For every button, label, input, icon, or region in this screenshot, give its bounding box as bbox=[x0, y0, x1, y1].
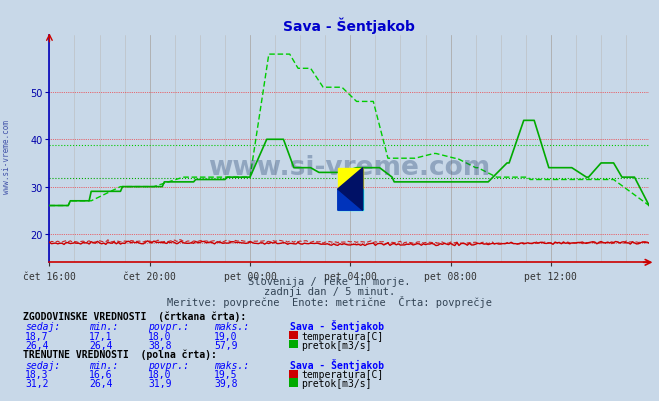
Text: min.:: min.: bbox=[89, 360, 119, 370]
Text: 39,8: 39,8 bbox=[214, 378, 238, 388]
Text: sedaj:: sedaj: bbox=[25, 322, 60, 332]
Text: 18,7: 18,7 bbox=[25, 331, 49, 341]
Text: TRENUTNE VREDNOSTI  (polna črta):: TRENUTNE VREDNOSTI (polna črta): bbox=[23, 348, 217, 359]
Text: zadnji dan / 5 minut.: zadnji dan / 5 minut. bbox=[264, 287, 395, 297]
Text: 17,1: 17,1 bbox=[89, 331, 113, 341]
Text: 26,4: 26,4 bbox=[25, 340, 49, 350]
Text: Meritve: povprečne  Enote: metrične  Črta: povprečje: Meritve: povprečne Enote: metrične Črta:… bbox=[167, 295, 492, 307]
Text: ZGODOVINSKE VREDNOSTI  (črtkana črta):: ZGODOVINSKE VREDNOSTI (črtkana črta): bbox=[23, 310, 246, 321]
Text: pretok[m3/s]: pretok[m3/s] bbox=[301, 378, 372, 388]
Text: 57,9: 57,9 bbox=[214, 340, 238, 350]
Text: povpr.:: povpr.: bbox=[148, 322, 189, 332]
Text: povpr.:: povpr.: bbox=[148, 360, 189, 370]
Text: min.:: min.: bbox=[89, 322, 119, 332]
Text: 19,0: 19,0 bbox=[214, 331, 238, 341]
Text: pretok[m3/s]: pretok[m3/s] bbox=[301, 340, 372, 350]
Text: 26,4: 26,4 bbox=[89, 340, 113, 350]
Text: 19,5: 19,5 bbox=[214, 369, 238, 379]
Text: www.si-vreme.com: www.si-vreme.com bbox=[2, 119, 11, 193]
Text: maks.:: maks.: bbox=[214, 322, 249, 332]
Text: 26,4: 26,4 bbox=[89, 378, 113, 388]
Title: Sava - Šentjakob: Sava - Šentjakob bbox=[283, 17, 415, 34]
Text: 31,2: 31,2 bbox=[25, 378, 49, 388]
Text: Sava - Šentjakob: Sava - Šentjakob bbox=[290, 320, 384, 332]
Bar bbox=[338, 168, 363, 190]
Polygon shape bbox=[338, 168, 363, 211]
Text: Slovenija / reke in morje.: Slovenija / reke in morje. bbox=[248, 277, 411, 287]
Text: temperatura[C]: temperatura[C] bbox=[301, 369, 384, 379]
Text: 18,0: 18,0 bbox=[148, 331, 172, 341]
Text: www.si-vreme.com: www.si-vreme.com bbox=[208, 154, 490, 180]
Text: Sava - Šentjakob: Sava - Šentjakob bbox=[290, 358, 384, 370]
Text: 31,9: 31,9 bbox=[148, 378, 172, 388]
Text: 18,3: 18,3 bbox=[25, 369, 49, 379]
Text: sedaj:: sedaj: bbox=[25, 360, 60, 370]
Text: maks.:: maks.: bbox=[214, 360, 249, 370]
Text: 38,8: 38,8 bbox=[148, 340, 172, 350]
Text: 16,6: 16,6 bbox=[89, 369, 113, 379]
Polygon shape bbox=[338, 190, 363, 211]
Text: 18,0: 18,0 bbox=[148, 369, 172, 379]
Text: temperatura[C]: temperatura[C] bbox=[301, 331, 384, 341]
Bar bbox=[338, 190, 363, 211]
